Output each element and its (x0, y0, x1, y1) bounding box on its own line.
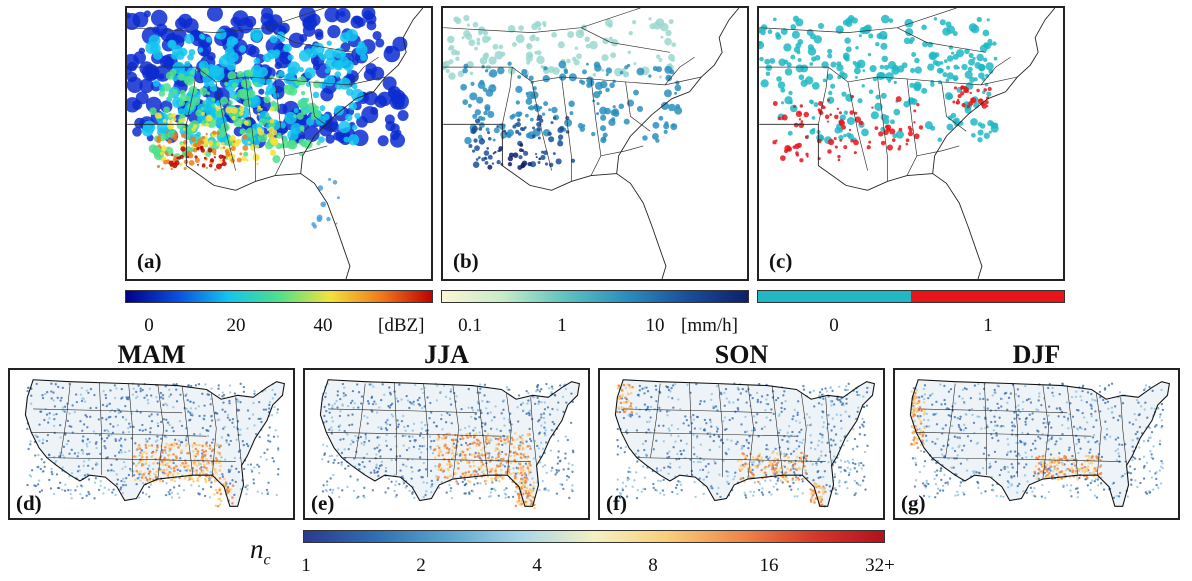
binary-tick: 1 (983, 315, 993, 336)
rain-tick: 10 (645, 315, 665, 336)
count-symbol: nc (250, 536, 271, 568)
season-map-son: (f) (598, 368, 885, 520)
season-title: DJF (1012, 340, 1061, 369)
dbz-colorbar (125, 290, 433, 303)
rain-rate-map (443, 8, 740, 279)
season-map-djf: (g) (893, 368, 1180, 520)
count-tick: 16 (759, 555, 779, 576)
count-tick: 32+ (865, 555, 895, 576)
panel-label: (g) (901, 491, 926, 515)
panel-label: (c) (769, 249, 793, 273)
conus-count-map (909, 379, 1171, 507)
binary-colorbar (757, 290, 1065, 303)
dbz-tick: 40 (313, 315, 333, 336)
radar-reflectivity-map (127, 8, 424, 279)
dbz-unit-label: [dBZ] (378, 315, 425, 336)
panel-label: (e) (311, 491, 335, 515)
season-map-mam: (d) (8, 368, 295, 520)
count-symbol-subscript: c (263, 551, 271, 569)
season-title: MAM (117, 340, 186, 369)
binary-classification-map (759, 8, 1056, 279)
count-tick: 2 (416, 555, 426, 576)
rain-unit-label: [mm/h] (681, 315, 738, 336)
count-colorbar (303, 530, 885, 543)
conus-count-map (614, 379, 876, 508)
count-tick: 1 (301, 555, 311, 576)
rain-tick: 0.1 (458, 315, 482, 336)
panel-label: (a) (137, 249, 162, 273)
rain-rate-colorbar (441, 290, 749, 303)
conus-count-map (319, 379, 581, 510)
panel-a-map: (a) (125, 6, 433, 281)
season-title: JJA (424, 340, 469, 369)
panel-c-map: (c) (757, 6, 1065, 281)
count-tick: 4 (532, 555, 542, 576)
conus-count-map (24, 379, 286, 508)
dbz-tick: 0 (144, 315, 154, 336)
panel-b-map: (b) (441, 6, 749, 281)
season-title: SON (714, 340, 769, 369)
count-tick: 8 (648, 555, 658, 576)
season-map-jja: (e) (303, 368, 590, 520)
rain-tick: 1 (557, 315, 567, 336)
panel-label: (d) (16, 491, 42, 515)
panel-label: (b) (453, 249, 479, 273)
binary-tick: 0 (829, 315, 839, 336)
dbz-tick: 20 (226, 315, 246, 336)
count-symbol-letter: n (250, 534, 264, 564)
panel-label: (f) (606, 491, 627, 515)
